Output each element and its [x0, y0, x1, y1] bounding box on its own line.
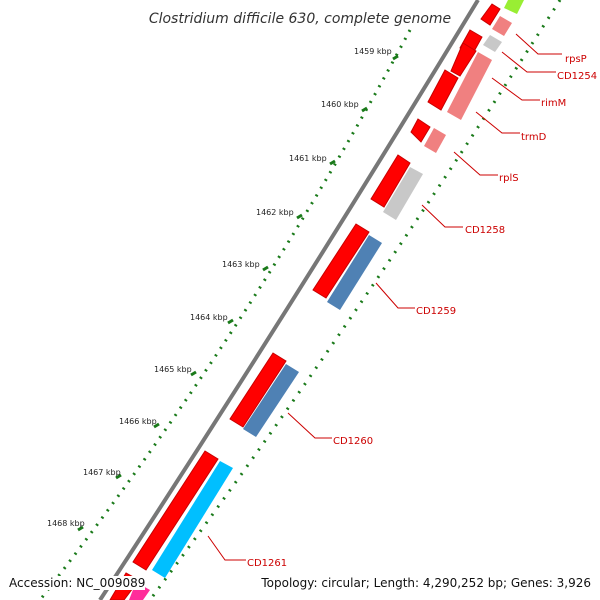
feature-CD1254	[483, 35, 502, 52]
tick-label: 1468 kbp	[47, 519, 85, 528]
feature-rimM	[447, 52, 492, 120]
cds-feature	[450, 42, 477, 77]
topology-text: Topology: circular; Length: 4,290,252 bp…	[261, 576, 591, 590]
cds-feature	[427, 69, 459, 111]
feature-top-green	[504, 0, 524, 14]
feature-CD1260	[243, 364, 299, 437]
tick-label: 1465 kbp	[154, 365, 192, 374]
cds-feature	[229, 352, 287, 428]
gene-label-rimM: rimM	[541, 98, 566, 109]
gene-label-CD1258: CD1258	[465, 225, 505, 236]
tick-label: 1459 kbp	[354, 47, 392, 56]
cds-feature	[132, 450, 219, 571]
accession-text: Accession: NC_009089	[9, 576, 146, 590]
tick-label: 1461 kbp	[289, 154, 327, 163]
gene-label-rpsP: rpsP	[565, 54, 587, 65]
cds-feature	[312, 223, 370, 299]
map-title: Clostridium difficile 630, complete geno…	[149, 11, 451, 27]
cds-feature	[480, 3, 501, 26]
feature-trmD	[424, 128, 446, 153]
tick-label: 1460 kbp	[321, 100, 359, 109]
gene-label-CD1261: CD1261	[247, 558, 287, 569]
feature-CD1261	[152, 461, 233, 578]
tick-label: 1462 kbp	[256, 208, 294, 217]
gene-label-CD1260: CD1260	[333, 436, 373, 447]
feature-rpsP	[492, 16, 512, 36]
gene-label-rplS: rplS	[499, 173, 519, 184]
outer-ring-ticks	[77, 54, 399, 532]
gene-label-CD1259: CD1259	[416, 306, 456, 317]
tick-label: 1466 kbp	[119, 417, 157, 426]
gene-label-CD1254: CD1254	[557, 71, 597, 82]
tick-label: 1467 kbp	[83, 468, 121, 477]
cds-feature	[410, 118, 431, 143]
feature-CD1259	[327, 235, 382, 310]
gene-label-leaders	[207, 33, 562, 561]
inner-strand-features	[129, 0, 524, 600]
cds-feature	[370, 154, 411, 208]
tick-label: 1463 kbp	[222, 260, 260, 269]
genome-backbone	[98, 0, 480, 600]
feature-CD1258	[383, 167, 423, 220]
tick-label: 1464 kbp	[190, 313, 228, 322]
inner-dotted-ring	[148, 0, 562, 600]
gene-label-trmD: trmD	[521, 132, 547, 143]
forward-strand-cds	[109, 3, 501, 600]
